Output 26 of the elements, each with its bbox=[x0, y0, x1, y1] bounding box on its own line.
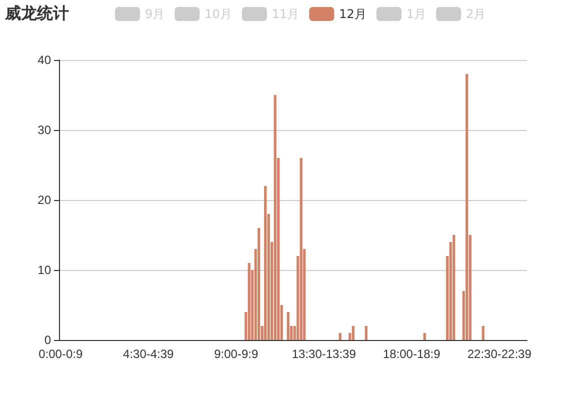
bar bbox=[364, 326, 368, 340]
x-tick-label: 0:00-0:9 bbox=[38, 347, 83, 361]
bar bbox=[300, 158, 302, 340]
y-tick-label: 20 bbox=[38, 193, 52, 207]
y-tick-label: 10 bbox=[38, 263, 52, 277]
y-tick-label: 40 bbox=[38, 53, 52, 67]
bar bbox=[274, 95, 276, 340]
bar bbox=[352, 326, 354, 340]
chart-title: 威龙统计 bbox=[4, 4, 69, 22]
x-tick-label: 22:30-22:39 bbox=[467, 347, 532, 361]
x-tick-label: 18:00-18:9 bbox=[382, 347, 441, 361]
y-tick-label: 30 bbox=[38, 123, 52, 137]
bar bbox=[482, 326, 484, 340]
bar bbox=[286, 312, 290, 340]
x-tick-label: 9:00-9:9 bbox=[214, 347, 258, 361]
x-tick-label: 13:30-13:39 bbox=[292, 347, 356, 361]
y-tick-label: 0 bbox=[44, 333, 52, 347]
bar bbox=[248, 263, 250, 340]
x-tick-label: 4:30-4:39 bbox=[123, 347, 174, 361]
bar bbox=[258, 228, 260, 340]
bar bbox=[452, 235, 456, 340]
legend-label: 12月 bbox=[339, 7, 366, 21]
bar bbox=[466, 74, 468, 340]
bar bbox=[264, 186, 267, 340]
bar bbox=[338, 333, 342, 340]
bar bbox=[423, 333, 426, 340]
